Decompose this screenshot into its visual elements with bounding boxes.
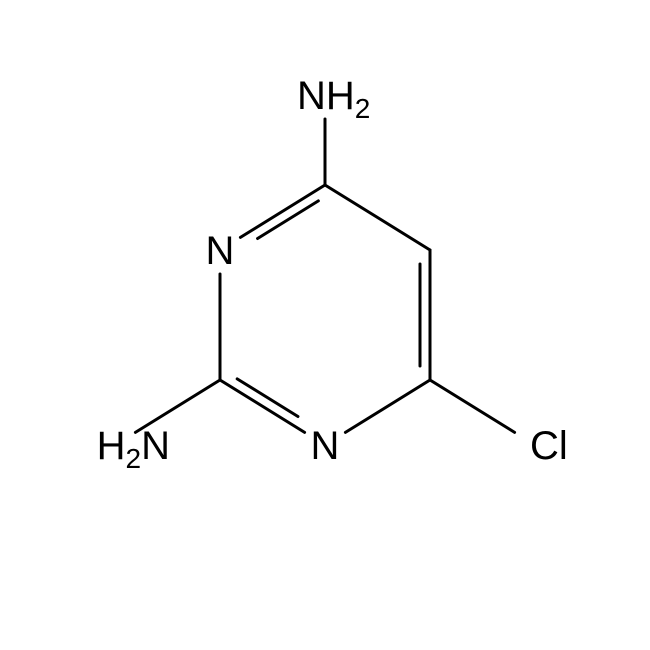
chemical-structure-diagram: N N NH2 H2N Cl bbox=[0, 0, 650, 650]
bonds-layer bbox=[135, 119, 514, 432]
atom-label-nh2b: H2N bbox=[97, 424, 170, 474]
atom-label-cl: Cl bbox=[530, 424, 568, 468]
atom-label-n3: N bbox=[311, 424, 340, 468]
atom-label-n1: N bbox=[206, 229, 235, 273]
atom-label-nh2a: NH2 bbox=[297, 74, 370, 124]
